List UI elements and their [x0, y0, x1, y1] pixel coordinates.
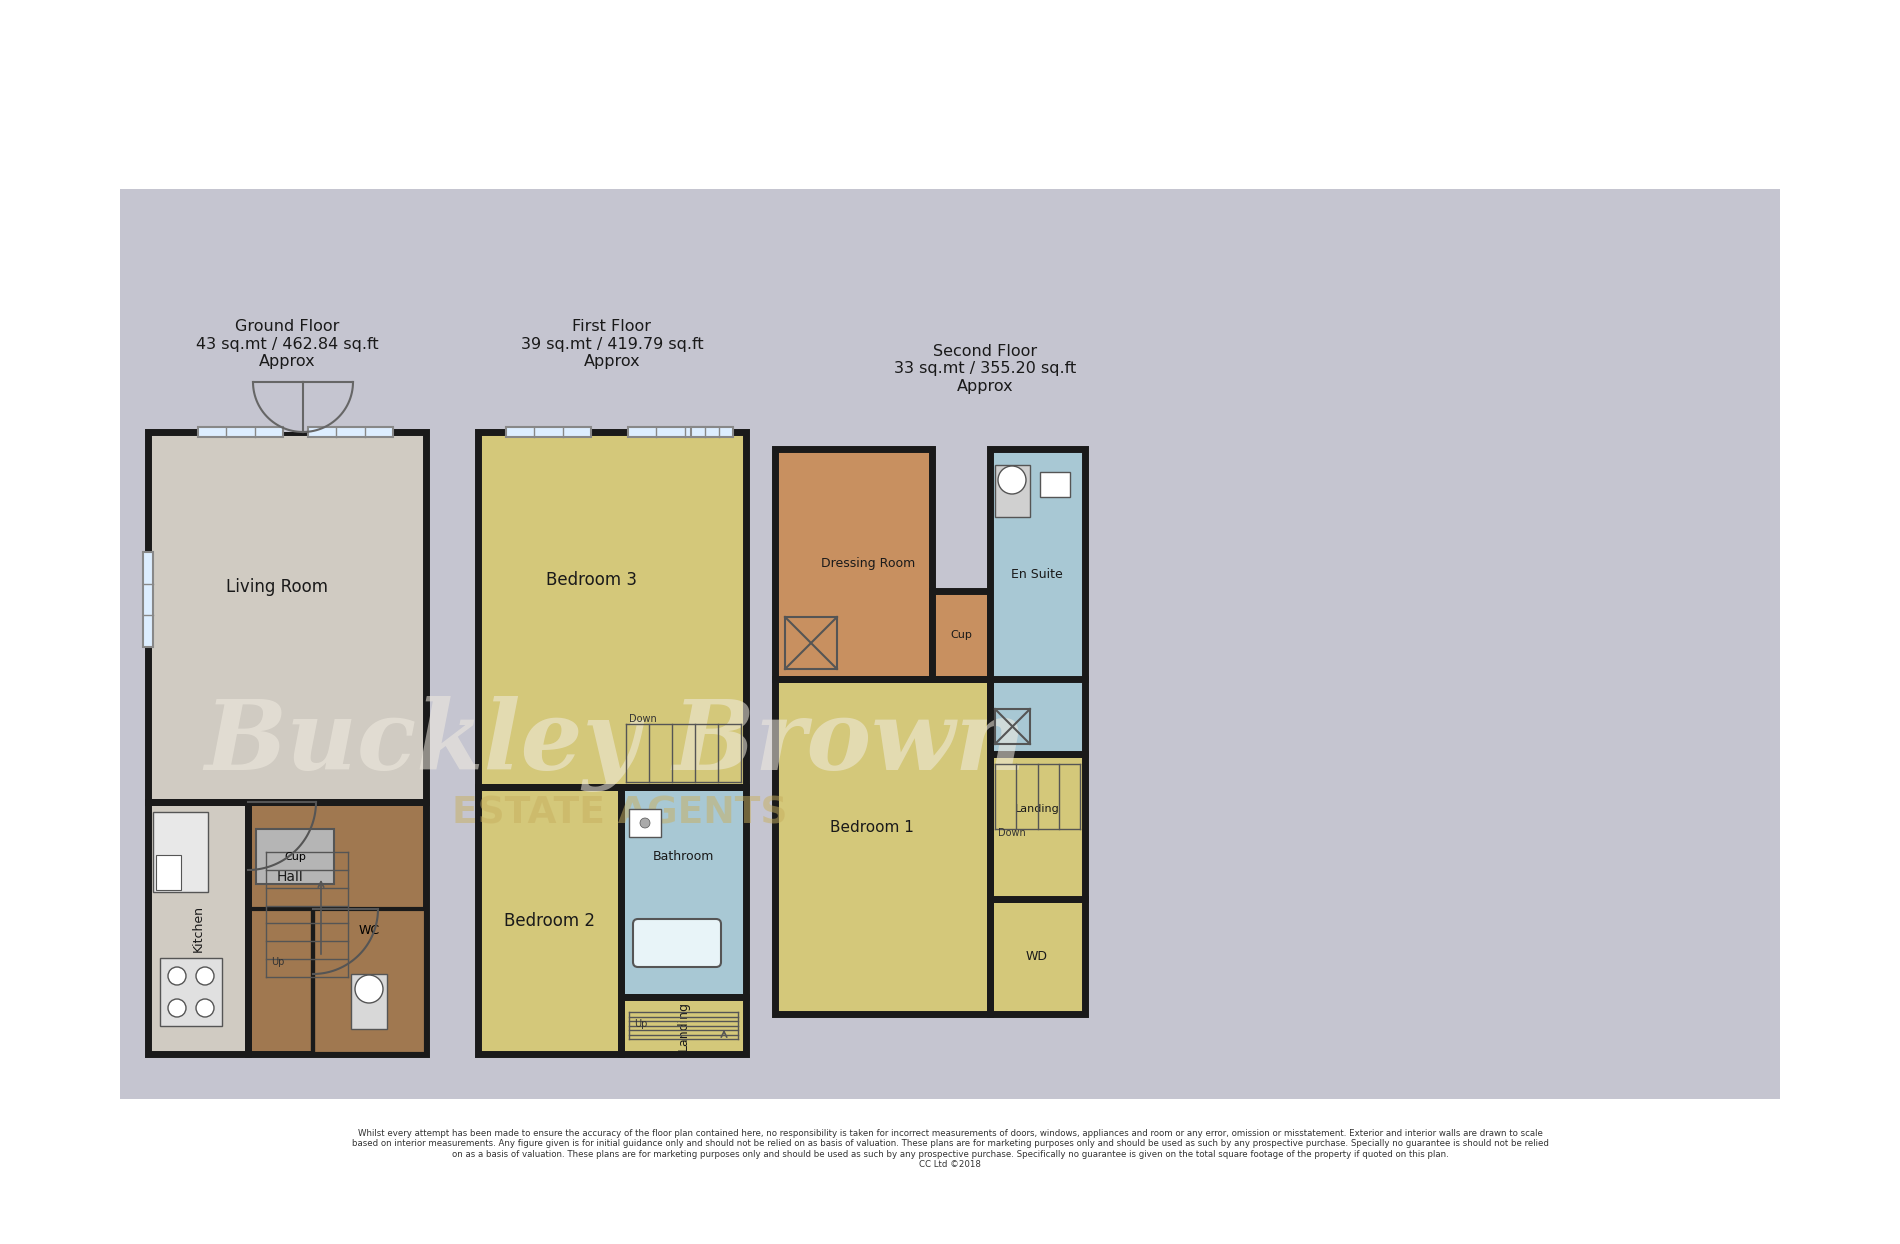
Bar [198, 427, 283, 437]
Bar [621, 996, 747, 1054]
Text: Cup: Cup [950, 629, 973, 639]
Circle shape [998, 466, 1026, 494]
Text: Bedroom 1: Bedroom 1 [830, 820, 914, 835]
Bar [785, 617, 838, 669]
Text: Buckley Brown: Buckley Brown [203, 695, 1026, 792]
Bar [148, 802, 249, 1054]
Bar [120, 189, 1780, 1098]
Bar [142, 552, 154, 647]
Text: Dressing Room: Dressing Room [821, 557, 916, 571]
Text: Up: Up [635, 1019, 648, 1029]
Bar [990, 754, 1085, 899]
Text: Second Floor
33 sq.mt / 355.20 sq.ft
Approx: Second Floor 33 sq.mt / 355.20 sq.ft App… [893, 345, 1075, 394]
Text: WD: WD [1026, 950, 1049, 964]
Bar [352, 974, 388, 1029]
Bar [156, 855, 180, 889]
FancyBboxPatch shape [633, 919, 720, 967]
Text: WC: WC [359, 924, 380, 938]
Bar [505, 427, 591, 437]
Text: Hall: Hall [277, 870, 304, 884]
Text: Bedroom 2: Bedroom 2 [504, 912, 595, 931]
Bar [308, 427, 393, 437]
Text: First Floor
39 sq.mt / 419.79 sq.ft
Approx: First Floor 39 sq.mt / 419.79 sq.ft Appr… [521, 320, 703, 369]
Circle shape [640, 819, 650, 829]
Bar [1039, 471, 1070, 498]
Text: Ground Floor
43 sq.mt / 462.84 sq.ft
Approx: Ground Floor 43 sq.mt / 462.84 sq.ft App… [196, 320, 378, 369]
Text: En Suite: En Suite [1011, 567, 1062, 581]
Bar [629, 809, 661, 837]
Bar [479, 432, 747, 787]
Bar [775, 449, 933, 679]
Circle shape [167, 967, 186, 985]
Text: Landing: Landing [1015, 804, 1060, 814]
Circle shape [355, 975, 384, 1003]
Bar [256, 829, 334, 884]
Text: ESTATE AGENTS: ESTATE AGENTS [452, 796, 788, 832]
Text: Down: Down [998, 829, 1026, 838]
Bar [933, 591, 990, 679]
Bar [314, 909, 426, 1054]
Circle shape [196, 999, 215, 1018]
Bar [990, 449, 1085, 754]
Bar [148, 432, 426, 802]
Text: Bedroom 3: Bedroom 3 [547, 571, 638, 588]
Bar [154, 812, 207, 892]
Bar [160, 958, 222, 1026]
Text: Bathroom: Bathroom [652, 851, 714, 863]
Text: Cup: Cup [285, 852, 306, 862]
Text: Up: Up [272, 957, 285, 967]
Bar [996, 465, 1030, 518]
Text: Whilst every attempt has been made to ensure the accuracy of the floor plan cont: Whilst every attempt has been made to en… [352, 1128, 1548, 1169]
Bar [990, 899, 1085, 1014]
Bar [629, 427, 712, 437]
Bar [692, 427, 733, 437]
Bar [238, 377, 369, 432]
Text: Living Room: Living Room [226, 578, 329, 596]
Text: Down: Down [629, 714, 657, 724]
Bar [249, 802, 426, 1054]
Text: Landing: Landing [676, 1001, 690, 1051]
Bar [621, 787, 747, 996]
Text: Kitchen: Kitchen [192, 904, 205, 952]
Circle shape [167, 999, 186, 1018]
Bar [996, 709, 1030, 744]
Bar [479, 787, 621, 1054]
Bar [775, 679, 990, 1014]
Circle shape [196, 967, 215, 985]
